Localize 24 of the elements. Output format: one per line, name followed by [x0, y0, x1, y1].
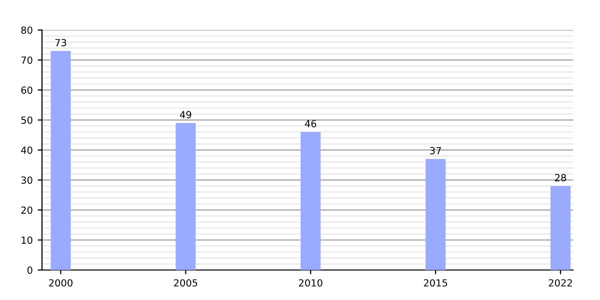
- x-tick-label: 2010: [298, 279, 322, 287]
- y-tick-label: 40: [21, 146, 32, 154]
- bar: [426, 159, 446, 270]
- x-tick-label: 2000: [49, 279, 72, 287]
- y-tick-label: 30: [21, 176, 32, 184]
- data-label: 49: [180, 110, 192, 118]
- y-tick-label: 50: [21, 116, 32, 124]
- y-tick-label: 70: [21, 56, 32, 64]
- data-label: 46: [304, 120, 316, 128]
- data-label: 37: [430, 146, 441, 154]
- y-tick-label: 0: [27, 266, 32, 274]
- x-tick-label: 2005: [174, 279, 198, 287]
- bar: [550, 186, 570, 270]
- bar: [176, 123, 196, 270]
- bar: [50, 51, 71, 270]
- x-tick-label: 2015: [424, 279, 448, 287]
- y-tick-label: 20: [21, 206, 32, 214]
- y-tick-label: 80: [21, 26, 32, 34]
- y-tick-label: 60: [21, 86, 32, 94]
- bar: [300, 132, 321, 270]
- data-label: 28: [555, 174, 566, 182]
- x-tick-label: 2022: [548, 279, 572, 287]
- y-tick-label: 10: [22, 236, 32, 244]
- data-label: 73: [55, 38, 66, 46]
